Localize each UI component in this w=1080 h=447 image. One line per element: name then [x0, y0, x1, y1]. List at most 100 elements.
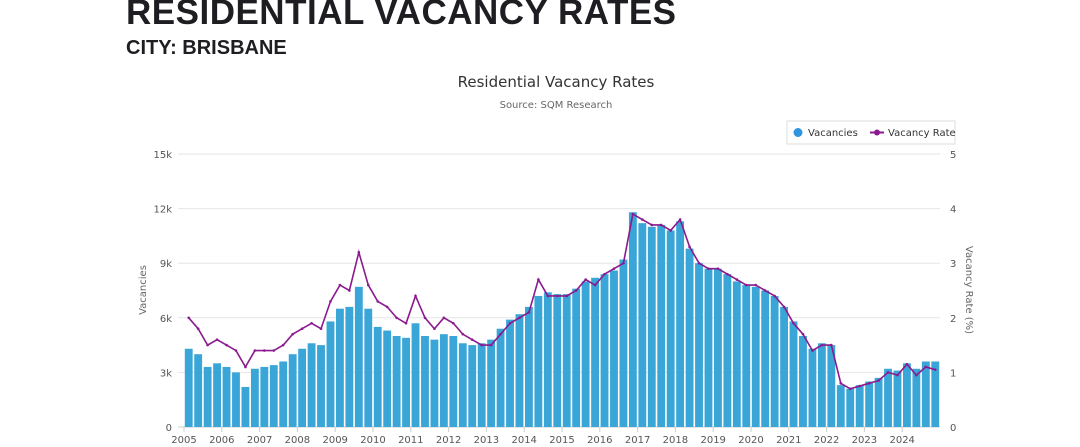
- vacancies-bar[interactable]: [298, 348, 307, 427]
- vacancies-bar[interactable]: [647, 226, 656, 427]
- vacancy-rate-point[interactable]: [565, 294, 569, 298]
- vacancy-rate-point[interactable]: [603, 272, 606, 276]
- vacancies-bar[interactable]: [723, 274, 732, 427]
- vacancies-bar[interactable]: [411, 323, 420, 427]
- vacancies-bar[interactable]: [430, 339, 439, 427]
- vacancies-bar[interactable]: [808, 348, 817, 427]
- vacancies-bar[interactable]: [761, 290, 770, 428]
- vacancies-bar[interactable]: [496, 328, 505, 427]
- vacancy-rate-point[interactable]: [915, 373, 918, 377]
- vacancies-bar[interactable]: [468, 345, 477, 427]
- vacancies-bar[interactable]: [742, 285, 751, 427]
- vacancy-rate-point[interactable]: [867, 382, 871, 385]
- vacancies-bar[interactable]: [439, 334, 448, 427]
- vacancy-rate-point[interactable]: [754, 283, 758, 287]
- vacancies-bar[interactable]: [732, 281, 741, 427]
- vacancies-bar[interactable]: [449, 336, 458, 427]
- vacancy-rate-point[interactable]: [244, 365, 247, 369]
- vacancy-rate-point[interactable]: [886, 371, 890, 374]
- vacancies-bar[interactable]: [458, 343, 467, 427]
- vacancy-rate-point[interactable]: [215, 338, 219, 341]
- vacancies-bar[interactable]: [799, 336, 807, 427]
- vacancy-rate-point[interactable]: [433, 327, 436, 331]
- vacancies-bar[interactable]: [392, 336, 401, 427]
- vacancies-bar[interactable]: [373, 326, 382, 427]
- vacancy-rate-point[interactable]: [319, 327, 323, 331]
- vacancies-bar[interactable]: [770, 295, 779, 427]
- vacancies-bar[interactable]: [241, 386, 250, 427]
- vacancies-bar[interactable]: [269, 365, 278, 427]
- vacancy-rate-point[interactable]: [631, 212, 635, 216]
- vacancy-rate-point[interactable]: [518, 316, 521, 320]
- vacancies-bar[interactable]: [345, 306, 354, 427]
- vacancy-rate-point[interactable]: [688, 245, 691, 249]
- vacancy-rate-point[interactable]: [650, 223, 654, 227]
- vacancy-rate-point[interactable]: [574, 289, 578, 292]
- vacancy-rate-point[interactable]: [404, 321, 408, 325]
- vacancies-bar[interactable]: [364, 308, 373, 427]
- vacancies-bar[interactable]: [893, 370, 902, 427]
- vacancy-rate-point[interactable]: [792, 321, 795, 325]
- vacancies-bar[interactable]: [534, 295, 543, 427]
- vacancies-bar[interactable]: [581, 281, 590, 427]
- vacancy-rate-point[interactable]: [357, 250, 361, 254]
- vacancies-bar[interactable]: [250, 368, 259, 427]
- vacancy-rate-point[interactable]: [508, 321, 512, 325]
- vacancy-rate-point[interactable]: [348, 289, 351, 292]
- vacancy-rate-point[interactable]: [735, 278, 739, 281]
- vacancies-bar[interactable]: [487, 339, 496, 427]
- vacancies-bar[interactable]: [874, 377, 883, 427]
- vacancy-rate-point[interactable]: [480, 343, 483, 347]
- vacancy-rate-point[interactable]: [933, 368, 937, 371]
- vacancies-bar[interactable]: [307, 343, 316, 427]
- vacancy-rate-point[interactable]: [225, 343, 228, 347]
- vacancies-bar[interactable]: [846, 388, 855, 427]
- vacancies-bar[interactable]: [383, 330, 392, 427]
- vacancy-rate-point[interactable]: [830, 343, 833, 347]
- vacancies-bar[interactable]: [780, 306, 788, 427]
- vacancy-rate-point[interactable]: [782, 305, 786, 309]
- vacancy-rate-point[interactable]: [291, 332, 294, 336]
- legend-rate-label[interactable]: Vacancy Rate: [888, 128, 956, 139]
- vacancy-rate-point[interactable]: [848, 387, 852, 391]
- vacancy-rate-point[interactable]: [329, 300, 332, 303]
- vacancy-rate-point[interactable]: [773, 294, 776, 298]
- vacancy-rate-point[interactable]: [622, 261, 625, 265]
- vacancy-rate-point[interactable]: [924, 365, 928, 369]
- vacancies-bar[interactable]: [515, 314, 524, 427]
- vacancy-rate-point[interactable]: [527, 311, 531, 314]
- vacancy-rate-point[interactable]: [820, 343, 824, 347]
- vacancies-bar[interactable]: [827, 345, 836, 427]
- vacancies-bar[interactable]: [610, 270, 618, 427]
- vacancies-bar[interactable]: [326, 321, 335, 427]
- vacancy-rate-point[interactable]: [612, 267, 616, 270]
- vacancies-bar[interactable]: [222, 366, 231, 427]
- vacancy-rate-point[interactable]: [546, 294, 550, 298]
- vacancies-bar[interactable]: [789, 321, 798, 427]
- vacancy-rate-point[interactable]: [659, 223, 663, 227]
- vacancy-rate-point[interactable]: [905, 362, 909, 366]
- vacancy-rate-point[interactable]: [801, 332, 805, 336]
- vacancy-rate-point[interactable]: [593, 283, 597, 287]
- vacancies-bar[interactable]: [354, 286, 363, 427]
- vacancy-rate-point[interactable]: [499, 332, 502, 336]
- vacancy-rate-point[interactable]: [414, 294, 417, 298]
- vacancy-rate-point[interactable]: [470, 338, 474, 341]
- vacancy-rate-point[interactable]: [678, 218, 682, 221]
- vacancies-bar[interactable]: [714, 268, 722, 427]
- vacancy-rate-point[interactable]: [300, 327, 304, 331]
- vacancy-rate-point[interactable]: [442, 316, 446, 320]
- vacancy-rate-point[interactable]: [234, 349, 238, 352]
- vacancy-rate-point[interactable]: [206, 343, 209, 347]
- vacancy-rate-point[interactable]: [877, 379, 880, 382]
- legend-vacancies-label[interactable]: Vacancies: [808, 128, 858, 139]
- vacancy-rate-point[interactable]: [253, 349, 257, 352]
- vacancies-bar[interactable]: [903, 363, 911, 427]
- vacancies-bar[interactable]: [203, 366, 212, 427]
- vacancies-bar[interactable]: [836, 385, 845, 427]
- vacancy-rate-point[interactable]: [310, 321, 313, 325]
- vacancies-bar[interactable]: [553, 294, 562, 427]
- vacancies-bar[interactable]: [865, 381, 874, 428]
- vacancies-bar[interactable]: [657, 224, 666, 427]
- vacancy-rate-point[interactable]: [555, 294, 559, 298]
